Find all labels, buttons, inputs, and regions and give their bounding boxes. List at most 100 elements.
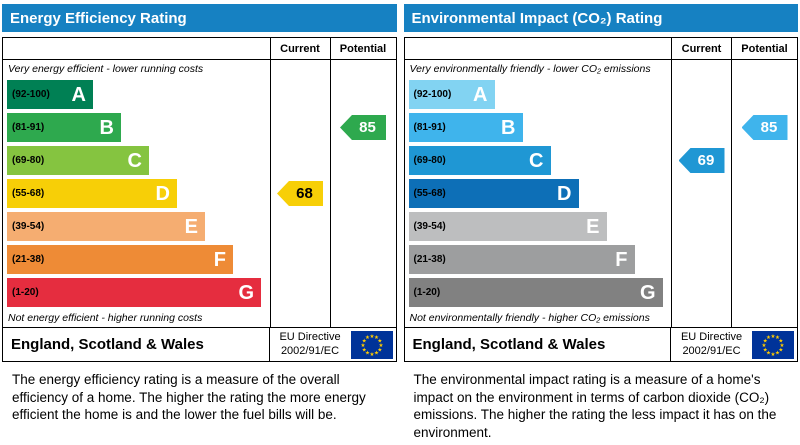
band-row: (21-38) F: [3, 243, 396, 276]
potential-column-cell: [731, 60, 797, 78]
current-column-cell: [269, 276, 330, 309]
eu-directive-label: EU Directive 2002/91/EC: [270, 331, 351, 357]
potential-column-cell: [329, 210, 396, 243]
potential-column-cell: [329, 243, 396, 276]
band-bar: (92-100) A: [7, 80, 93, 109]
band-letter: D: [557, 182, 572, 205]
column-header-row: Current Potential: [404, 38, 797, 60]
footer-bar: England, Scotland & Wales EU Directive 2…: [2, 328, 397, 362]
eu-flag-star: ★: [778, 347, 783, 353]
eu-flag-icon: ★ ★★★★★★★★★★★: [350, 330, 393, 359]
column-header-potential: Potential: [731, 38, 797, 59]
current-column-cell: [269, 210, 330, 243]
panel-header: Environmental Impact (CO₂) Rating: [403, 4, 798, 32]
potential-column-cell: [329, 78, 396, 111]
band-letter: F: [213, 248, 226, 271]
potential-column-cell: [731, 276, 797, 309]
band-range-label: (55-68): [413, 188, 446, 199]
rating-value: 85: [760, 119, 778, 136]
eu-flag-star: ★: [361, 347, 366, 353]
band-row: (55-68) D 68: [3, 177, 396, 210]
band-bar: (81-91) B: [408, 113, 523, 142]
top-label-row: Very environmentally friendly - lower CO…: [405, 60, 798, 78]
current-column-cell: [671, 243, 731, 276]
band-range-label: (1-20): [413, 287, 441, 298]
band-cell: (21-38) F: [405, 243, 672, 276]
band-range-label: (69-80): [413, 155, 446, 166]
current-column-cell: [671, 309, 731, 327]
rating-value: 85: [359, 119, 376, 136]
potential-column-cell: [329, 60, 396, 78]
potential-column-cell: [329, 276, 396, 309]
band-row: (81-91) B 85: [405, 111, 798, 144]
eu-flag-star: ★: [377, 338, 382, 344]
band-letter: G: [238, 281, 254, 304]
band-range-label: (92-100): [413, 89, 452, 100]
band-bar: (1-20) G: [408, 278, 663, 307]
band-row: (39-54) E: [3, 210, 396, 243]
eu-directive-line1: EU Directive: [279, 331, 341, 344]
band-cell: (81-91) B: [3, 111, 270, 144]
current-column-cell: [269, 111, 330, 144]
eu-directive-line2: 2002/91/EC: [280, 344, 340, 357]
band-letter: E: [184, 215, 198, 238]
description-text: The energy efficiency rating is a measur…: [12, 372, 366, 423]
band-letter: F: [615, 248, 628, 271]
eu-flag-star: ★: [365, 350, 370, 356]
epc-panel: Environmental Impact (CO₂) Rating Curren…: [403, 4, 798, 445]
band-cell: (92-100) A: [3, 78, 270, 111]
band-cell: (1-20) G: [3, 276, 270, 309]
column-header-spacer: [405, 38, 672, 59]
band-cell: (69-80) C: [3, 144, 270, 177]
eu-flag-star: ★: [374, 350, 379, 356]
panel-title: Environmental Impact (CO₂) Rating: [411, 9, 663, 27]
top-label: Very environmentally friendly - lower CO…: [409, 63, 651, 75]
band-cell: (81-91) B: [405, 111, 672, 144]
description-text: The environmental impact rating is a mea…: [413, 372, 777, 440]
eu-flag-star: ★: [361, 338, 366, 344]
band-letter: A: [473, 83, 488, 106]
column-header-current: Current: [269, 38, 330, 59]
eu-flag-star: ★: [374, 335, 379, 341]
column-header-current: Current: [671, 38, 731, 59]
eu-directive-box: EU Directive 2002/91/EC ★ ★ ★ ★ ★ ★ ★ ★ ★ ★ ★ ★: [268, 328, 396, 361]
band-range-label: (39-54): [12, 221, 45, 232]
rating-value: 69: [697, 152, 715, 169]
current-column-cell: [671, 210, 731, 243]
band-range-label: (69-80): [12, 155, 45, 166]
eu-flag-icon: ★ ★★★★★★★★★★★: [752, 330, 794, 359]
band-row: (69-80) C 69: [405, 144, 798, 177]
eu-flag-star: ★: [369, 351, 374, 357]
band-range-label: (21-38): [12, 254, 45, 265]
band-letter: C: [529, 149, 544, 172]
eu-directive-box: EU Directive 2002/91/EC ★ ★ ★ ★ ★ ★ ★ ★ ★ ★ ★ ★: [670, 328, 797, 361]
band-bar: (21-38) F: [408, 245, 635, 274]
column-header-potential: Potential: [329, 38, 396, 59]
current-column-cell: [269, 60, 330, 78]
bottom-label: Not energy efficient - higher running co…: [8, 312, 203, 324]
potential-column-cell: [731, 177, 797, 210]
band-cell: (39-54) E: [3, 210, 270, 243]
column-header-row: Current Potential: [3, 38, 396, 60]
potential-column-cell: [329, 144, 396, 177]
band-bar: (55-68) D: [408, 179, 579, 208]
region-label: England, Scotland & Wales: [412, 336, 606, 353]
band-range-label: (81-91): [12, 122, 45, 133]
eu-directive-line1: EU Directive: [680, 331, 743, 344]
column-header-spacer: [3, 38, 270, 59]
bottom-label-row: Not environmentally friendly - higher CO…: [405, 309, 798, 327]
eu-flag-star: ★: [775, 335, 780, 341]
band-row: (39-54) E: [405, 210, 798, 243]
band-row: (92-100) A: [3, 78, 396, 111]
potential-column-cell: [731, 78, 797, 111]
band-range-label: (21-38): [413, 254, 446, 265]
potential-column-cell: [731, 243, 797, 276]
potential-column-cell: 85: [329, 111, 396, 144]
current-column-cell: 69: [671, 144, 731, 177]
current-column-cell: [269, 144, 330, 177]
potential-column-cell: [329, 309, 396, 327]
potential-rating-arrow: 85: [741, 115, 788, 140]
band-row: (21-38) F: [405, 243, 798, 276]
eu-flag-star: ★: [763, 338, 768, 344]
top-label: Very energy efficient - lower running co…: [8, 63, 204, 75]
